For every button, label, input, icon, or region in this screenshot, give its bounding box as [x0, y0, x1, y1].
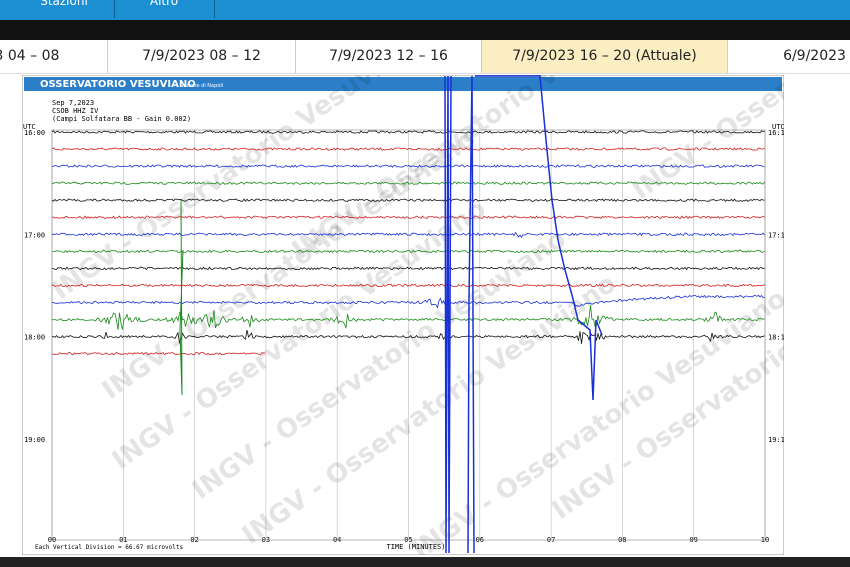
time-label: 17:00 — [24, 231, 45, 239]
tab[interactable]: 7/9/2023 12 – 16 — [295, 40, 481, 73]
trace — [51, 305, 765, 330]
time-label: 18:00 — [24, 334, 45, 342]
trace — [51, 147, 765, 151]
nav-item[interactable]: Stazioni — [14, 0, 115, 18]
trace — [51, 130, 765, 134]
top-nav: Stazioni Altro — [0, 0, 850, 20]
spike — [179, 199, 184, 396]
trace — [51, 294, 765, 309]
time-label: 18:10 — [768, 334, 784, 342]
utc-label: UTC — [772, 123, 784, 131]
tab[interactable]: 7/9/2023 08 – 12 — [107, 40, 295, 73]
seismogram-title: OSSERVATORIO VESUVIANO — [40, 79, 196, 90]
time-label: 16:10 — [768, 129, 784, 137]
saturated-signal — [444, 75, 603, 554]
footnote: Each Vertical Division = 66.67 microvolt… — [35, 544, 183, 551]
info-line: Sep 7,2023 — [52, 99, 94, 107]
tab[interactable]: 7/9/2023 04 – 08 — [0, 40, 107, 73]
trace — [51, 283, 765, 288]
nav-item[interactable]: Altro — [114, 0, 215, 18]
seismogram: OSSERVATORIO VESUVIANO Sezione di Napoli… — [21, 0, 850, 566]
info-line: (Campi Solfatara BB - Gain 0.002) — [52, 115, 191, 123]
trace — [51, 266, 765, 271]
black-bar — [0, 20, 850, 40]
trace — [51, 198, 765, 203]
seismogram-frame — [21, 74, 785, 556]
x-axis-title: TIME (MINUTES) — [386, 543, 445, 551]
time-label: 16:00 — [24, 129, 45, 137]
trace — [51, 231, 765, 239]
bottom-bar — [0, 557, 850, 567]
tab-row: 7/9/2023 04 – 087/9/2023 08 – 127/9/2023… — [0, 40, 850, 74]
trace — [51, 215, 765, 220]
time-label: 17:10 — [768, 231, 784, 239]
trace — [51, 164, 765, 168]
tab[interactable]: 6/9/2023 16 – 20 — [727, 40, 850, 73]
tab[interactable]: 7/9/2023 16 – 20 (Attuale) — [481, 40, 727, 73]
time-label: 19:00 — [24, 436, 45, 444]
seismogram-subtitle: Sezione di Napoli — [180, 83, 223, 89]
info-line: CSOB HHZ IV — [52, 107, 99, 115]
utc-label: UTC — [23, 123, 36, 131]
time-label: 19:10 — [768, 436, 784, 444]
seismogram-panel: OSSERVATORIO VESUVIANO Sezione di Napoli… — [21, 0, 850, 566]
header-bar — [24, 77, 782, 91]
trace — [51, 329, 765, 345]
trace — [51, 351, 266, 356]
trace — [51, 249, 765, 254]
trace — [51, 181, 765, 185]
plot-frame — [51, 129, 766, 541]
